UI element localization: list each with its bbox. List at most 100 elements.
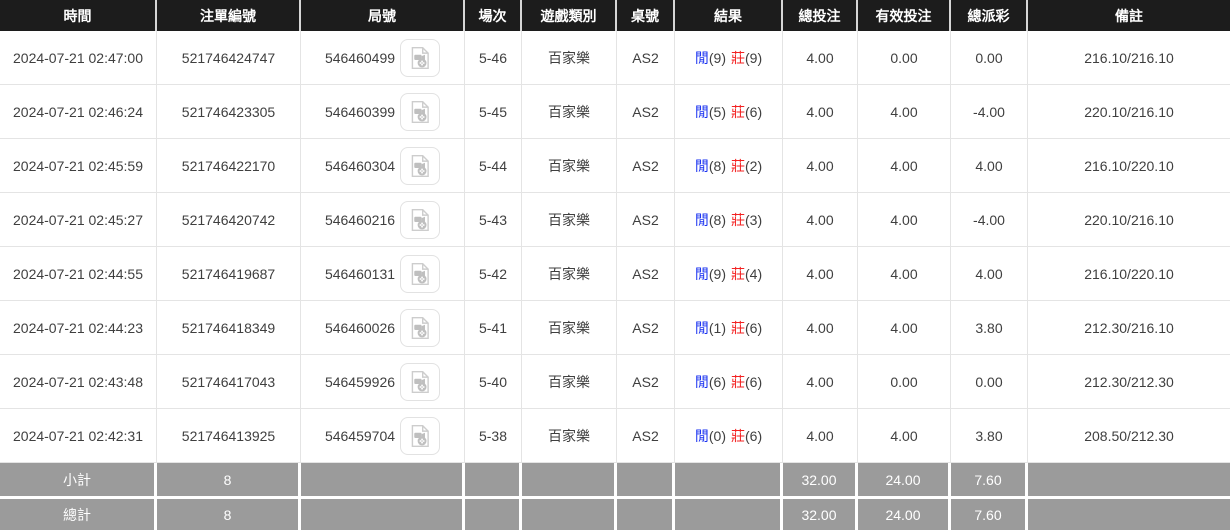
- banker-result-label: 莊: [731, 211, 745, 228]
- cell-session: 5-41: [465, 301, 522, 355]
- cell-table-no: AS2: [617, 409, 675, 463]
- player-result-score: (5): [708, 103, 726, 120]
- banker-result-label: 莊: [731, 373, 745, 390]
- cell-bet-id: 521746423305: [157, 85, 301, 139]
- col-header-total-payout: 總派彩: [951, 0, 1028, 31]
- subtotal-row: 小計 8 32.00 24.00 7.60: [0, 463, 1230, 496]
- cell-result: 閒(6) 莊(6): [675, 355, 783, 409]
- subtotal-empty-game-type: [522, 463, 617, 496]
- cell-round: 546459704: [301, 409, 465, 463]
- cell-valid-bet: 4.00: [858, 193, 951, 247]
- banker-result-score: (6): [745, 373, 763, 390]
- round-number: 546460304: [324, 157, 396, 174]
- cell-remark: 216.10/220.10: [1028, 139, 1230, 193]
- col-header-bet-id: 注單編號: [157, 0, 301, 31]
- cell-result: 閒(0) 莊(6): [675, 409, 783, 463]
- cell-result: 閒(9) 莊(9): [675, 31, 783, 85]
- cell-total-payout: 3.80: [951, 301, 1028, 355]
- player-result-label: 閒: [694, 427, 709, 444]
- cell-game-type: 百家樂: [522, 355, 617, 409]
- cell-remark: 216.10/216.10: [1028, 31, 1230, 85]
- col-header-total-bet: 總投注: [783, 0, 858, 31]
- banker-result-score: (2): [745, 157, 763, 174]
- video-replay-button[interactable]: [400, 200, 441, 239]
- video-replay-icon: [411, 370, 429, 393]
- cell-valid-bet: 4.00: [858, 85, 951, 139]
- cell-result: 閒(9) 莊(4): [675, 247, 783, 301]
- cell-total-payout: 4.00: [951, 247, 1028, 301]
- cell-round: 546460399: [301, 85, 465, 139]
- cell-bet-id: 521746418349: [157, 301, 301, 355]
- col-header-game-type: 遊戲類別: [522, 0, 617, 31]
- cell-bet-id: 521746422170: [157, 139, 301, 193]
- banker-result-score: (3): [745, 211, 763, 228]
- banker-result-label: 莊: [731, 157, 745, 174]
- col-header-round: 局號: [301, 0, 465, 31]
- record-row: 2024-07-21 02:47:00 521746424747 5464604…: [0, 31, 1230, 85]
- video-replay-button[interactable]: [400, 254, 441, 293]
- cell-total-payout: 0.00: [951, 355, 1028, 409]
- video-replay-button[interactable]: [400, 92, 441, 131]
- total-empty-session: [465, 496, 522, 530]
- cell-game-type: 百家樂: [522, 247, 617, 301]
- subtotal-empty-table-no: [617, 463, 675, 496]
- cell-valid-bet: 4.00: [858, 139, 951, 193]
- total-total-payout: 7.60: [951, 496, 1028, 530]
- cell-total-bet: 4.00: [783, 85, 858, 139]
- video-replay-icon: [411, 316, 429, 339]
- cell-remark: 212.30/212.30: [1028, 355, 1230, 409]
- round-number: 546459704: [324, 427, 396, 444]
- cell-total-bet: 4.00: [783, 139, 858, 193]
- cell-table-no: AS2: [617, 139, 675, 193]
- cell-table-no: AS2: [617, 85, 675, 139]
- banker-result-score: (6): [745, 103, 763, 120]
- video-replay-button[interactable]: [400, 146, 441, 185]
- cell-time: 2024-07-21 02:44:23: [0, 301, 157, 355]
- video-replay-icon: [411, 424, 429, 447]
- video-replay-button[interactable]: [400, 308, 441, 347]
- cell-result: 閒(8) 莊(3): [675, 193, 783, 247]
- subtotal-empty-remark: [1028, 463, 1230, 496]
- player-result-label: 閒: [694, 265, 709, 282]
- cell-total-payout: -4.00: [951, 193, 1028, 247]
- record-row: 2024-07-21 02:45:27 521746420742 5464602…: [0, 193, 1230, 247]
- total-empty-game-type: [522, 496, 617, 530]
- video-replay-icon: [411, 208, 429, 231]
- player-result-score: (6): [708, 373, 726, 390]
- cell-table-no: AS2: [617, 301, 675, 355]
- player-result-label: 閒: [694, 49, 709, 66]
- cell-round: 546460216: [301, 193, 465, 247]
- cell-round: 546459926: [301, 355, 465, 409]
- cell-result: 閒(5) 莊(6): [675, 85, 783, 139]
- banker-result-label: 莊: [731, 427, 745, 444]
- round-number: 546460216: [324, 211, 396, 228]
- cell-valid-bet: 0.00: [858, 31, 951, 85]
- player-result-label: 閒: [694, 157, 709, 174]
- cell-round: 546460499: [301, 31, 465, 85]
- record-row: 2024-07-21 02:46:24 521746423305 5464603…: [0, 85, 1230, 139]
- cell-result: 閒(8) 莊(2): [675, 139, 783, 193]
- video-replay-button[interactable]: [400, 416, 441, 455]
- header-row: 時間 注單編號 局號 場次 遊戲類別 桌號 結果 總投注 有效投注 總派彩 備註: [0, 0, 1230, 31]
- cell-table-no: AS2: [617, 355, 675, 409]
- banker-result-label: 莊: [731, 265, 745, 282]
- player-result-label: 閒: [694, 319, 709, 336]
- cell-total-payout: -4.00: [951, 85, 1028, 139]
- col-header-remark: 備註: [1028, 0, 1230, 31]
- subtotal-count: 8: [157, 463, 301, 496]
- video-replay-button[interactable]: [400, 362, 441, 401]
- total-label: 總計: [0, 496, 157, 530]
- cell-total-bet: 4.00: [783, 31, 858, 85]
- subtotal-empty-result: [675, 463, 783, 496]
- cell-time: 2024-07-21 02:45:59: [0, 139, 157, 193]
- video-replay-button[interactable]: [400, 38, 441, 77]
- cell-time: 2024-07-21 02:42:31: [0, 409, 157, 463]
- cell-total-bet: 4.00: [783, 193, 858, 247]
- round-number: 546460499: [324, 49, 396, 66]
- cell-session: 5-43: [465, 193, 522, 247]
- banker-result-score: (9): [745, 49, 763, 66]
- cell-time: 2024-07-21 02:47:00: [0, 31, 157, 85]
- cell-remark: 220.10/216.10: [1028, 85, 1230, 139]
- total-empty-remark: [1028, 496, 1230, 530]
